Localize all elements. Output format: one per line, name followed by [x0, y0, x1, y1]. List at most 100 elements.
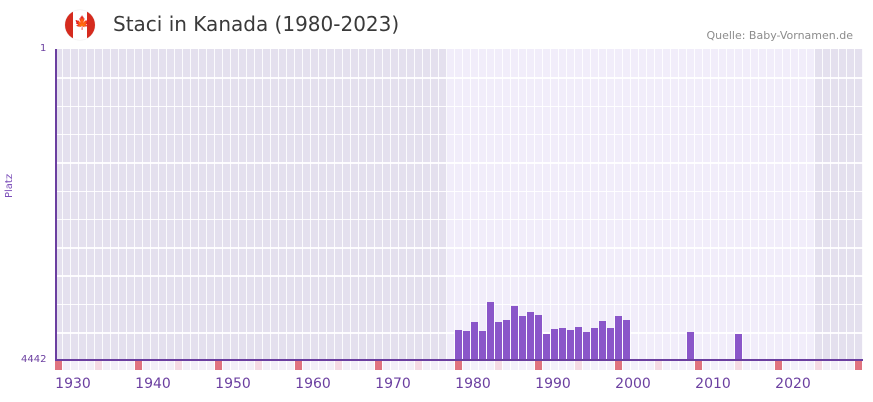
bar-1981[interactable] [479, 331, 486, 360]
bar-2013[interactable] [735, 334, 742, 360]
bar-1994[interactable] [583, 331, 590, 360]
bar-1978[interactable] [455, 330, 462, 360]
year-tick [607, 361, 614, 370]
year-tick [119, 361, 126, 370]
bar-1998[interactable] [615, 316, 622, 360]
x-tick-label: 2020 [775, 376, 811, 392]
year-column [743, 49, 751, 360]
year-tick [591, 361, 598, 370]
y-axis-title: Platz [4, 173, 15, 198]
year-column [695, 49, 703, 360]
bar-1983[interactable] [495, 322, 502, 360]
bar-1999[interactable] [623, 320, 630, 360]
x-tick-label: 1940 [135, 376, 171, 392]
bar-1997[interactable] [607, 327, 614, 360]
year-tick [743, 361, 750, 370]
year-tick [639, 361, 646, 370]
grid-line [55, 275, 863, 277]
year-tick [455, 361, 462, 370]
year-tick [375, 361, 382, 370]
bar-1980[interactable] [471, 322, 478, 360]
bar-1982[interactable] [487, 302, 494, 360]
year-column [111, 49, 119, 360]
year-tick [615, 361, 622, 370]
bar-1991[interactable] [559, 327, 566, 360]
year-tick [759, 361, 766, 370]
year-column [383, 49, 391, 360]
year-column [447, 49, 455, 360]
year-column [391, 49, 399, 360]
year-column [199, 49, 207, 360]
bar-1990[interactable] [551, 329, 558, 360]
year-tick [783, 361, 790, 370]
year-tick [631, 361, 638, 370]
year-column [159, 49, 167, 360]
year-column [415, 49, 423, 360]
year-column [511, 49, 519, 360]
x-tick-label: 1990 [535, 376, 571, 392]
year-column [559, 49, 567, 360]
year-column [95, 49, 103, 360]
year-column [687, 49, 695, 360]
bar-2007[interactable] [687, 331, 694, 360]
source-link[interactable]: Quelle: Baby-Vornamen.de [706, 29, 853, 42]
year-tick [287, 361, 294, 370]
year-column [663, 49, 671, 360]
bar-1992[interactable] [567, 330, 574, 360]
year-column [175, 49, 183, 360]
year-column [543, 49, 551, 360]
year-tick [183, 361, 190, 370]
bar-1979[interactable] [463, 331, 470, 360]
year-tick [503, 361, 510, 370]
bar-1996[interactable] [599, 320, 606, 360]
x-tick-label: 1980 [455, 376, 491, 392]
year-column [503, 49, 511, 360]
bar-1987[interactable] [527, 312, 534, 360]
year-column [143, 49, 151, 360]
bar-1985[interactable] [511, 306, 518, 360]
bar-1989[interactable] [543, 334, 550, 360]
year-column [167, 49, 175, 360]
bar-1986[interactable] [519, 316, 526, 360]
year-column [255, 49, 263, 360]
year-tick [687, 361, 694, 370]
bar-1995[interactable] [591, 327, 598, 360]
year-column [463, 49, 471, 360]
year-tick [543, 361, 550, 370]
year-column [583, 49, 591, 360]
bar-1984[interactable] [503, 320, 510, 360]
year-tick [71, 361, 78, 370]
year-tick [319, 361, 326, 370]
plot-area [55, 49, 863, 360]
year-column [855, 49, 863, 360]
year-column [527, 49, 535, 360]
year-column [303, 49, 311, 360]
year-column [71, 49, 79, 360]
x-tick-label: 1970 [375, 376, 411, 392]
year-column [799, 49, 807, 360]
x-tick-label: 1950 [215, 376, 251, 392]
year-column [471, 49, 479, 360]
year-tick [703, 361, 710, 370]
year-column [567, 49, 575, 360]
year-column [367, 49, 375, 360]
year-column [343, 49, 351, 360]
year-tick [207, 361, 214, 370]
year-tick [791, 361, 798, 370]
year-column [647, 49, 655, 360]
year-tick [711, 361, 718, 370]
bar-1993[interactable] [575, 327, 582, 360]
year-column [247, 49, 255, 360]
year-tick [367, 361, 374, 370]
year-column [783, 49, 791, 360]
grid-line [55, 105, 863, 108]
year-column [655, 49, 663, 360]
year-tick [223, 361, 230, 370]
year-tick [567, 361, 574, 370]
year-column [623, 49, 631, 360]
bar-1988[interactable] [535, 315, 542, 360]
y-tick-bottom: 4442 [21, 354, 47, 365]
year-tick [719, 361, 726, 370]
y-axis-line [55, 49, 57, 361]
year-tick [695, 361, 702, 370]
